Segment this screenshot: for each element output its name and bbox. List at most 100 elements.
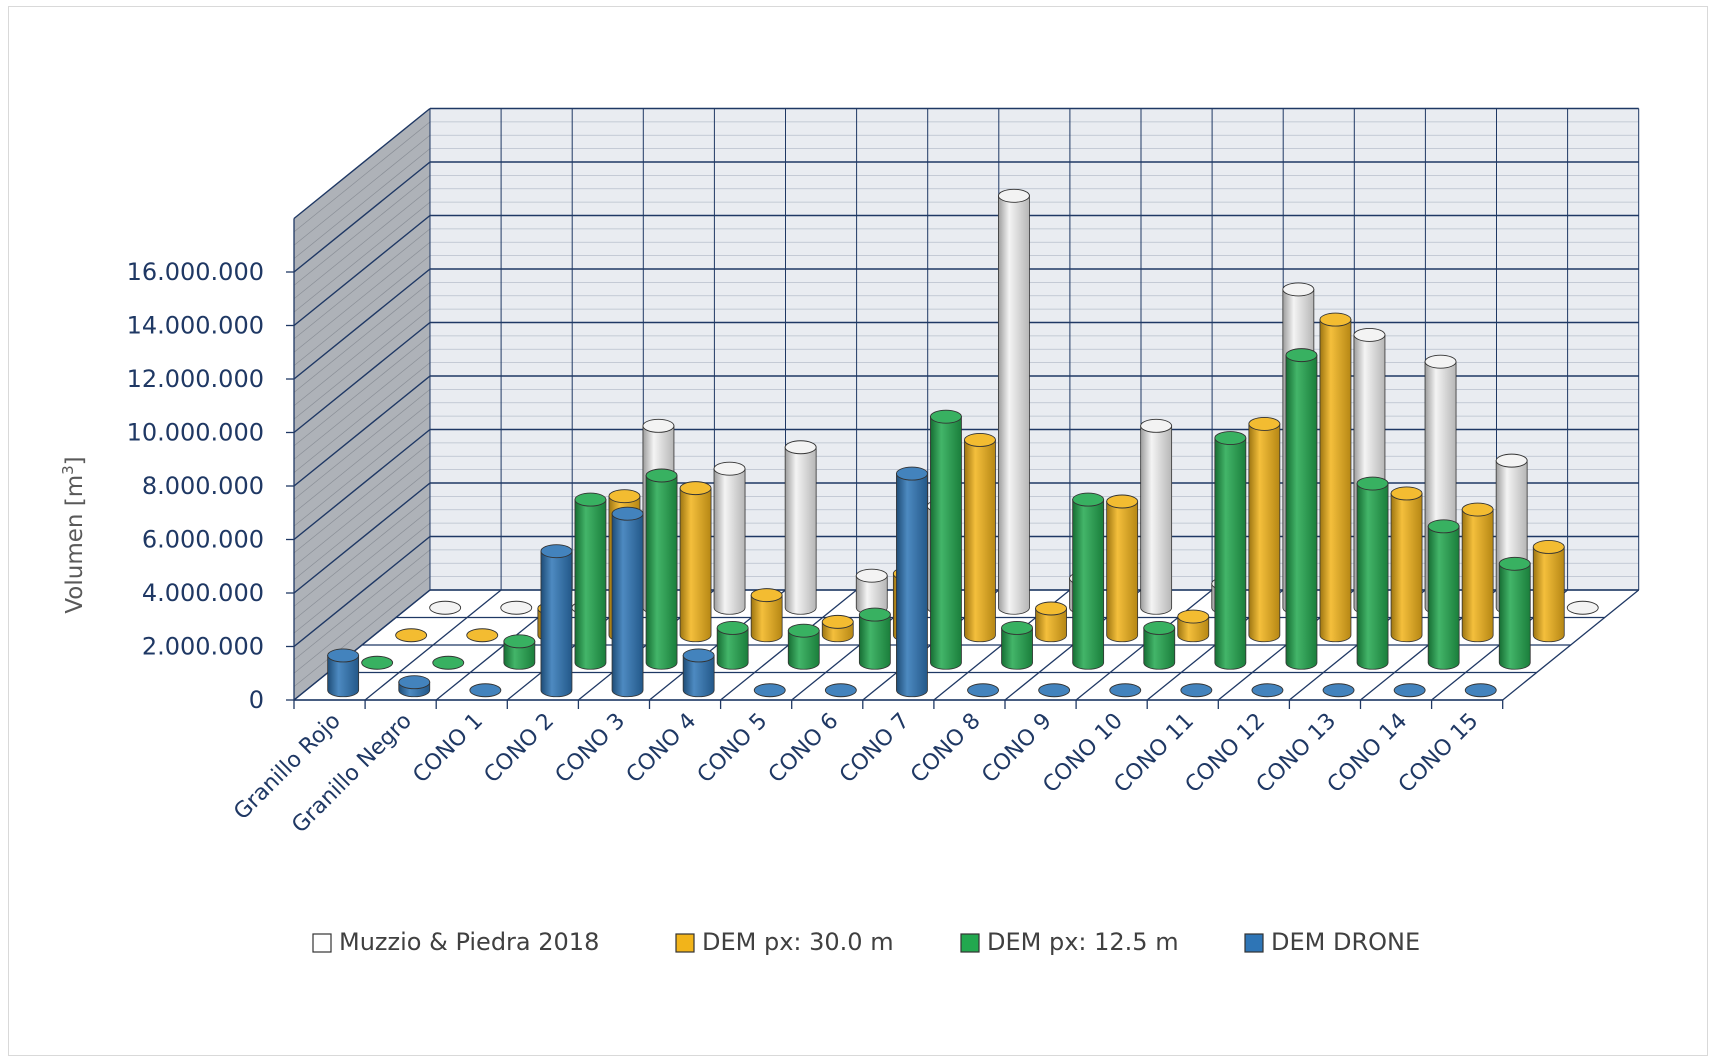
bar-top	[1353, 327, 1386, 342]
legend-swatch	[1244, 933, 1264, 953]
bar-body	[1035, 608, 1067, 643]
bar	[1498, 556, 1531, 670]
gridline-minor-side	[293, 509, 431, 621]
gridline-minor-side	[293, 282, 431, 393]
y-axis-title: Volumen [m3]	[59, 456, 88, 613]
y-tick-label: 2.000.000	[142, 633, 264, 661]
bar-body	[998, 195, 1030, 615]
bar-top	[1180, 683, 1213, 698]
gridline-minor-side	[293, 121, 431, 233]
bar-top	[611, 506, 644, 521]
bar-body	[1001, 627, 1033, 670]
bar	[753, 683, 786, 698]
bar	[1109, 683, 1142, 698]
bar	[429, 600, 462, 615]
bar	[1248, 416, 1281, 643]
bar	[1180, 683, 1213, 698]
bar-body	[964, 439, 996, 643]
gridline-minor-side	[293, 455, 431, 567]
gridline-minor-side	[293, 562, 431, 674]
gridline-minor-side	[293, 348, 431, 460]
bar-top	[784, 440, 817, 455]
bar-top	[1282, 282, 1315, 297]
bar	[750, 588, 783, 643]
bar	[967, 683, 999, 698]
y-axis-title-close: ]	[62, 456, 88, 465]
bar	[574, 492, 607, 670]
floor-col-line	[1502, 589, 1640, 701]
gridline-minor-side	[293, 188, 431, 300]
gridline-minor-side	[293, 415, 431, 527]
bar-top	[432, 655, 465, 670]
bar-top	[1393, 683, 1426, 698]
legend-label: DEM px: 30.0 m	[702, 928, 894, 956]
gridline-minor-side	[293, 134, 431, 246]
bar-top	[1214, 431, 1247, 445]
gridline-minor-side	[293, 576, 431, 687]
bar	[395, 628, 428, 643]
bar	[432, 655, 465, 670]
bar-body	[611, 513, 644, 698]
bar	[824, 683, 857, 698]
bar-top	[1461, 502, 1494, 517]
bar	[930, 409, 962, 670]
bar	[1285, 348, 1318, 670]
bar	[1532, 540, 1565, 643]
bar-top	[1106, 494, 1139, 509]
bar-body	[716, 627, 749, 670]
bar	[858, 607, 891, 670]
bar	[361, 655, 394, 670]
bar-body	[1072, 499, 1105, 670]
bar	[645, 468, 678, 670]
bar-body	[1356, 483, 1389, 670]
bar-top	[1177, 609, 1210, 624]
gridline-major-side	[293, 321, 431, 434]
gridline-major-side	[293, 535, 431, 648]
bar-top	[855, 568, 888, 583]
bar-body	[1532, 546, 1565, 643]
bar-top	[398, 675, 431, 690]
bar-top	[713, 461, 746, 476]
bar-top	[824, 683, 857, 698]
bar-body	[682, 655, 715, 698]
bar-body	[1285, 354, 1318, 670]
bar-body	[784, 446, 817, 615]
bar-top	[1322, 683, 1355, 698]
bar-body	[1140, 425, 1173, 615]
y-axis-title-sup: 3	[59, 465, 77, 475]
gridline-minor-side	[293, 241, 431, 353]
gridline-major-side	[293, 107, 431, 220]
legend-swatch	[675, 933, 695, 953]
bar-top	[327, 648, 360, 663]
y-tick-label: 4.000.000	[142, 579, 264, 607]
bar-top	[964, 433, 996, 447]
gridline-minor-side	[293, 295, 431, 407]
bar	[964, 433, 996, 643]
bar	[540, 544, 573, 698]
gridline-major-side	[293, 268, 431, 380]
bar	[896, 466, 928, 698]
bar	[787, 623, 820, 670]
bar-top	[1001, 621, 1033, 635]
bar-body	[787, 630, 820, 670]
bar	[855, 568, 888, 615]
bar	[784, 440, 817, 615]
x-category-label: CONO 5	[693, 709, 773, 789]
bar-body	[1498, 563, 1531, 670]
legend-swatch	[312, 933, 332, 953]
bar-body	[1461, 509, 1494, 643]
bar	[1322, 683, 1355, 698]
gridline-minor-side	[293, 362, 431, 473]
bar-top	[750, 588, 783, 603]
bar-top	[1356, 476, 1389, 491]
bar-top	[1498, 556, 1531, 571]
bar-top	[716, 621, 749, 635]
bar	[1464, 683, 1497, 698]
bar-top	[1495, 453, 1528, 468]
bar	[398, 675, 431, 698]
bar	[1356, 476, 1389, 670]
bar	[713, 461, 746, 615]
gridline-major-side	[293, 428, 431, 541]
bar-top	[395, 628, 428, 643]
